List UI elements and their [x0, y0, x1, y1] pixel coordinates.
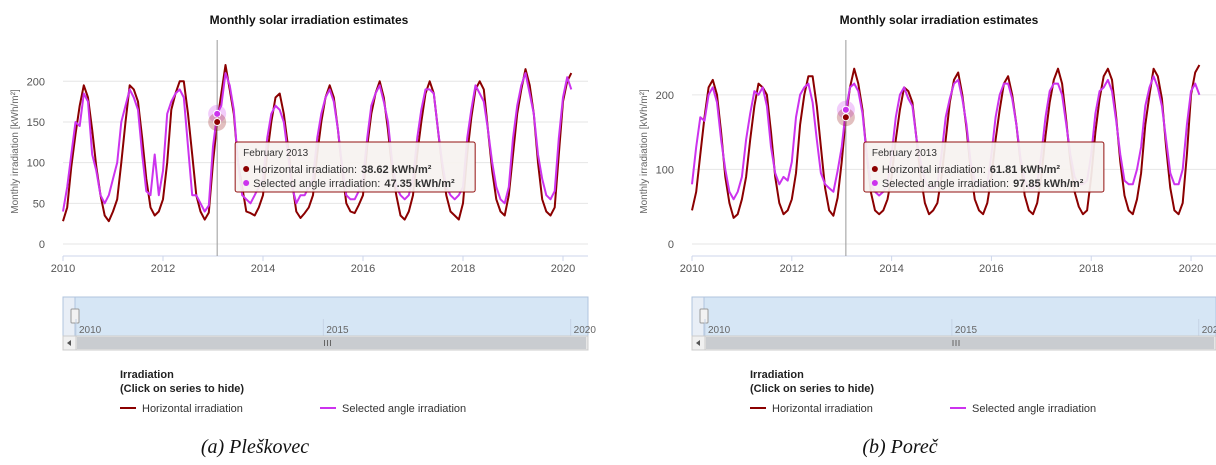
figure-caption: (a) Pleškovec [201, 436, 309, 458]
navigator-tick-label: 2015 [955, 325, 978, 336]
navigator-tick-label: 2015 [326, 325, 349, 336]
navigator-left-handle[interactable] [70, 308, 80, 324]
x-tick-label: 2016 [979, 263, 1003, 275]
data-point-horizontal[interactable] [213, 117, 222, 126]
x-tick-label: 2010 [680, 263, 704, 275]
arrow-left-icon [696, 340, 700, 346]
data-point-selected[interactable] [213, 109, 222, 118]
tooltip-box [234, 141, 476, 193]
data-point-selected[interactable] [841, 105, 850, 114]
y-tick-label: 0 [668, 239, 674, 251]
series-line-selected-angle[interactable] [62, 72, 573, 213]
tooltip-horizontal-label: Horizontal irradiation: [882, 164, 986, 176]
legend-item-selected-angle[interactable]: Selected angle irradiation [972, 403, 1096, 415]
chart-panel-b: Monthly solar irradiation estimates 0 100 2… [639, 13, 1216, 458]
x-tick-label: 2020 [551, 263, 575, 275]
navigator-tick-label: 2020 [1202, 325, 1216, 336]
series-line-horizontal[interactable] [691, 64, 1201, 219]
navigator-tick-label: 2010 [708, 325, 731, 336]
tooltip-selected-value: 47.35 kWh/m² [384, 178, 455, 190]
tooltip-horizontal-value: 38.62 kWh/m² [361, 164, 432, 176]
legend-title: Irradiation [750, 369, 804, 381]
data-point-horizontal[interactable] [841, 113, 850, 122]
tooltip-dot-horizontal [243, 166, 250, 172]
legend-item-horizontal[interactable]: Horizontal irradiation [772, 403, 873, 415]
tooltip-horizontal-row: Horizontal irradiation: 38.62 kWh/m² [253, 164, 432, 176]
x-tick-label: 2014 [251, 263, 275, 275]
scrollbar-thumb[interactable] [77, 337, 586, 349]
tooltip-date: February 2013 [243, 148, 308, 159]
x-tick-label: 2010 [51, 263, 75, 275]
navigator-tick-label: 2020 [574, 325, 597, 336]
tooltip-horizontal-value: 61.81 kWh/m² [990, 164, 1061, 176]
chart-title: Monthly solar irradiation estimates [210, 13, 409, 27]
navigator-panel[interactable] [691, 296, 1216, 337]
tooltip-dot-horizontal [871, 166, 878, 172]
legend-subtitle: (Click on series to hide) [750, 383, 874, 395]
tooltip-selected-row: Selected angle irradiation: 47.35 kWh/m² [253, 178, 455, 190]
x-tick-label: 2018 [1079, 263, 1103, 275]
y-axis-label: Monthly irradiation [kWh/m²] [10, 89, 21, 214]
x-tick-label: 2014 [879, 263, 903, 275]
legend-item-selected-angle[interactable]: Selected angle irradiation [342, 403, 466, 415]
legend-subtitle: (Click on series to hide) [120, 383, 244, 395]
figure-caption: (b) Poreč [862, 436, 938, 458]
chart-title: Monthly solar irradiation estimates [840, 13, 1039, 27]
tooltip-selected-label: Selected angle irradiation: [882, 178, 1009, 190]
x-tick-label: 2020 [1179, 263, 1203, 275]
tooltip-selected-label: Selected angle irradiation: [253, 178, 380, 190]
legend-title: Irradiation [120, 369, 174, 381]
tooltip-selected-value: 97.85 kWh/m² [1013, 178, 1084, 190]
arrow-left-icon [67, 340, 71, 346]
y-tick-label: 200 [27, 76, 45, 88]
tooltip-dot-selected [243, 180, 250, 186]
y-tick-label: 100 [27, 158, 45, 170]
y-tick-label: 150 [27, 117, 45, 129]
x-tick-label: 2016 [351, 263, 375, 275]
y-tick-label: 0 [39, 239, 45, 251]
y-tick-label: 100 [656, 164, 674, 176]
series-line-selected-angle[interactable] [691, 75, 1201, 201]
tooltip-horizontal-label: Horizontal irradiation: [253, 164, 357, 176]
tooltip-horizontal-row: Horizontal irradiation: 61.81 kWh/m² [882, 164, 1061, 176]
chart-panel-a: Monthly solar irradiation estimates 0 50 10… [10, 13, 596, 458]
tooltip-dot-selected [871, 180, 878, 186]
legend-item-horizontal[interactable]: Horizontal irradiation [142, 403, 243, 415]
x-tick-label: 2012 [151, 263, 175, 275]
y-tick-label: 200 [656, 90, 674, 102]
x-tick-label: 2018 [451, 263, 475, 275]
y-tick-label: 50 [33, 198, 45, 210]
tooltip-box [863, 141, 1105, 193]
navigator-tick-label: 2010 [79, 325, 102, 336]
tooltip-selected-row: Selected angle irradiation: 97.85 kWh/m² [882, 178, 1084, 190]
scrollbar-thumb[interactable] [706, 337, 1214, 349]
tooltip-date: February 2013 [872, 148, 937, 159]
x-tick-label: 2012 [780, 263, 804, 275]
y-axis-label: Monthly irradiation [kWh/m²] [639, 89, 650, 214]
navigator-left-handle[interactable] [699, 308, 709, 324]
